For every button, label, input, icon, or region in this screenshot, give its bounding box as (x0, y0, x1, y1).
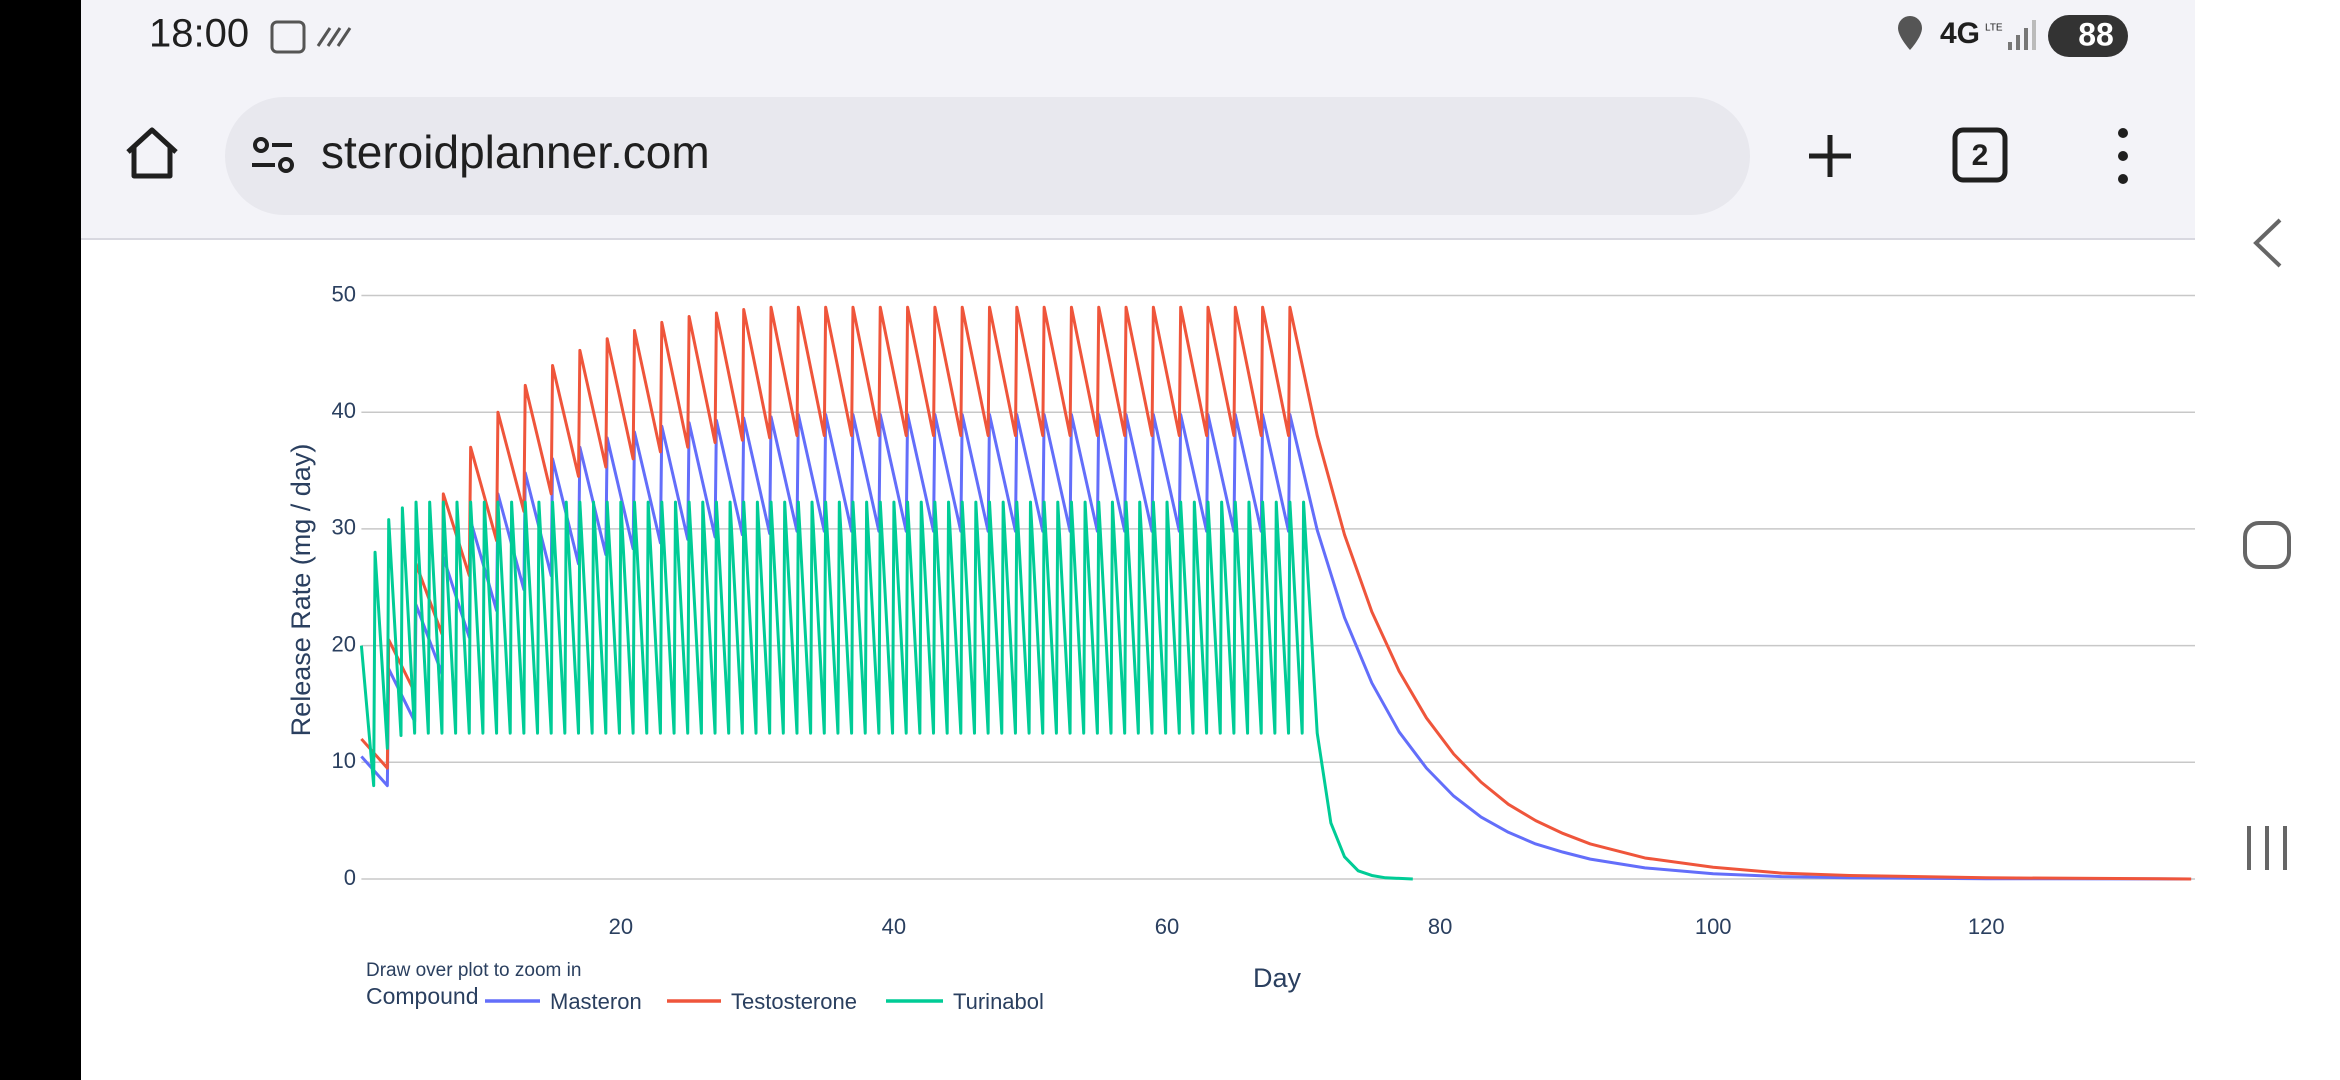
y-tick-label: 0 (344, 865, 356, 890)
x-tick-label: 60 (1155, 914, 1179, 939)
zoom-hint: Draw over plot to zoom in (366, 960, 581, 981)
home-nav-button[interactable] (2243, 521, 2291, 569)
nav-bar (2195, 0, 2340, 1080)
tabs-button[interactable] (1952, 127, 2008, 183)
network-type: 4G (1940, 17, 1980, 50)
left-edge (0, 0, 81, 1080)
legend-label: Masteron (550, 989, 642, 1014)
address-bar[interactable] (225, 97, 1750, 215)
battery-level: 88 (2078, 16, 2114, 52)
y-tick-label: 40 (332, 398, 356, 423)
series-line (360, 305, 2192, 881)
series-line (359, 500, 1413, 881)
legend-label: Testosterone (731, 989, 857, 1014)
location-icon (1898, 16, 1922, 50)
nfc-icon (316, 27, 352, 47)
x-tick-label: 80 (1428, 914, 1452, 939)
x-axis-title: Day (1253, 963, 1302, 993)
signal-icon (2008, 20, 2036, 50)
x-tick-label: 100 (1695, 914, 1732, 939)
home-button[interactable] (126, 127, 178, 179)
network-sub: LTE (1985, 23, 2003, 34)
x-tick-label: 40 (882, 914, 906, 939)
tab-count[interactable]: 2 (1972, 139, 1989, 172)
gallery-icon (270, 20, 306, 54)
status-time: 18:00 (149, 12, 249, 56)
y-tick-label: 30 (332, 515, 356, 540)
status-icons (270, 20, 352, 54)
series-line (360, 413, 2192, 881)
url[interactable]: steroidplanner.com (321, 126, 710, 178)
recents-button[interactable] (2247, 826, 2287, 870)
back-button[interactable] (2253, 218, 2282, 268)
new-tab-button[interactable] (1809, 135, 1851, 177)
menu-button[interactable] (2118, 128, 2128, 184)
legend-label: Turinabol (953, 989, 1044, 1014)
legend-title: Compound (366, 983, 479, 1009)
y-tick-label: 50 (332, 281, 356, 306)
y-tick-label: 20 (332, 631, 356, 656)
battery-icon (2048, 15, 2128, 57)
y-tick-label: 10 (332, 748, 356, 773)
x-tick-label: 20 (609, 914, 633, 939)
y-axis-title: Release Rate (mg / day) (286, 444, 316, 737)
plot: 0 10 20 30 40 50 20 40 60 80 100 120 Masteron Testost… (332, 281, 2195, 1014)
site-settings-icon[interactable] (252, 137, 294, 173)
x-tick-label: 120 (1968, 914, 2005, 939)
